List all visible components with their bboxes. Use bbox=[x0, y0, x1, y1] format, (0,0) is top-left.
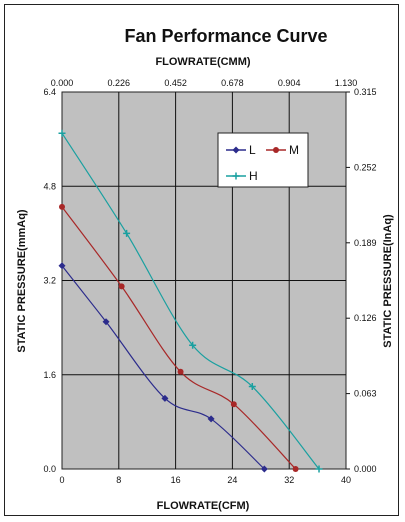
y-tick-label-right: 0.189 bbox=[354, 238, 377, 248]
grid-lines bbox=[62, 92, 346, 469]
y-tick-label-left: 6.4 bbox=[43, 87, 56, 97]
x-tick-label-bottom: 8 bbox=[116, 475, 121, 485]
legend-marker-M bbox=[273, 147, 279, 153]
x-axis-title-top: FLOWRATE(CMM) bbox=[155, 56, 250, 68]
data-point-L bbox=[58, 262, 66, 270]
data-point-H bbox=[123, 229, 131, 237]
legend-label-L: L bbox=[249, 143, 256, 157]
y-tick-label-right: 0.063 bbox=[354, 389, 377, 399]
legend-marker-L bbox=[232, 146, 240, 154]
y-tick-label-right: 0.252 bbox=[354, 162, 377, 172]
x-tick-label-top: 0.226 bbox=[108, 78, 131, 88]
data-point-H bbox=[315, 465, 323, 473]
y-tick-label-left: 0.0 bbox=[43, 464, 56, 474]
x-axis-title-bottom: FLOWRATE(CFM) bbox=[157, 500, 250, 512]
y-tick-label-left: 3.2 bbox=[43, 276, 56, 286]
series-markers bbox=[58, 129, 323, 473]
series-line-H bbox=[61, 132, 320, 470]
data-point-H bbox=[58, 129, 66, 137]
data-point-M bbox=[118, 283, 125, 290]
y-tick-label-right: 0.126 bbox=[354, 313, 377, 323]
legend: L M H bbox=[217, 132, 309, 188]
data-point-L bbox=[260, 465, 268, 473]
x-tick-label-bottom: 16 bbox=[171, 475, 181, 485]
x-tick-label-bottom: 24 bbox=[227, 475, 237, 485]
data-point-L bbox=[207, 415, 215, 423]
x-tick-label-top: 1.130 bbox=[335, 78, 358, 88]
data-point-M bbox=[292, 466, 299, 472]
x-tick-label-bottom: 40 bbox=[341, 475, 351, 485]
x-tick-label-top: 0.000 bbox=[51, 78, 74, 88]
y-tick-label-left: 1.6 bbox=[43, 370, 56, 380]
chart-title: Fan Performance Curve bbox=[124, 26, 327, 46]
data-point-H bbox=[248, 383, 256, 391]
y-axis-title-left: STATIC PRESSURE(mmAq) bbox=[16, 209, 28, 353]
y-axis-title-right: STATIC PRESSURE(InAq) bbox=[382, 214, 394, 348]
x-tick-label-top: 0.904 bbox=[278, 78, 301, 88]
legend-marker-H bbox=[232, 172, 240, 180]
x-tick-label-bottom: 32 bbox=[284, 475, 294, 485]
data-point-L bbox=[102, 318, 110, 326]
legend-label-H: H bbox=[249, 169, 258, 183]
legend-box bbox=[217, 132, 309, 188]
x-tick-label-top: 0.452 bbox=[164, 78, 187, 88]
legend-label-M: M bbox=[289, 143, 299, 157]
data-point-M bbox=[177, 368, 184, 375]
data-point-M bbox=[59, 203, 65, 210]
tick-labels: 0 0.000 8 0.226 16 0.452 24 0.678 32 0.904 40 1.130… bbox=[43, 78, 376, 485]
x-tick-label-top: 0.678 bbox=[221, 78, 244, 88]
y-tick-label-right: 0.000 bbox=[354, 464, 377, 474]
data-point-H bbox=[189, 341, 197, 349]
data-point-M bbox=[230, 401, 237, 408]
y-tick-label-left: 4.8 bbox=[43, 181, 56, 191]
y-tick-label-right: 0.315 bbox=[354, 87, 377, 97]
data-point-L bbox=[161, 394, 169, 402]
x-tick-label-bottom: 0 bbox=[59, 475, 64, 485]
